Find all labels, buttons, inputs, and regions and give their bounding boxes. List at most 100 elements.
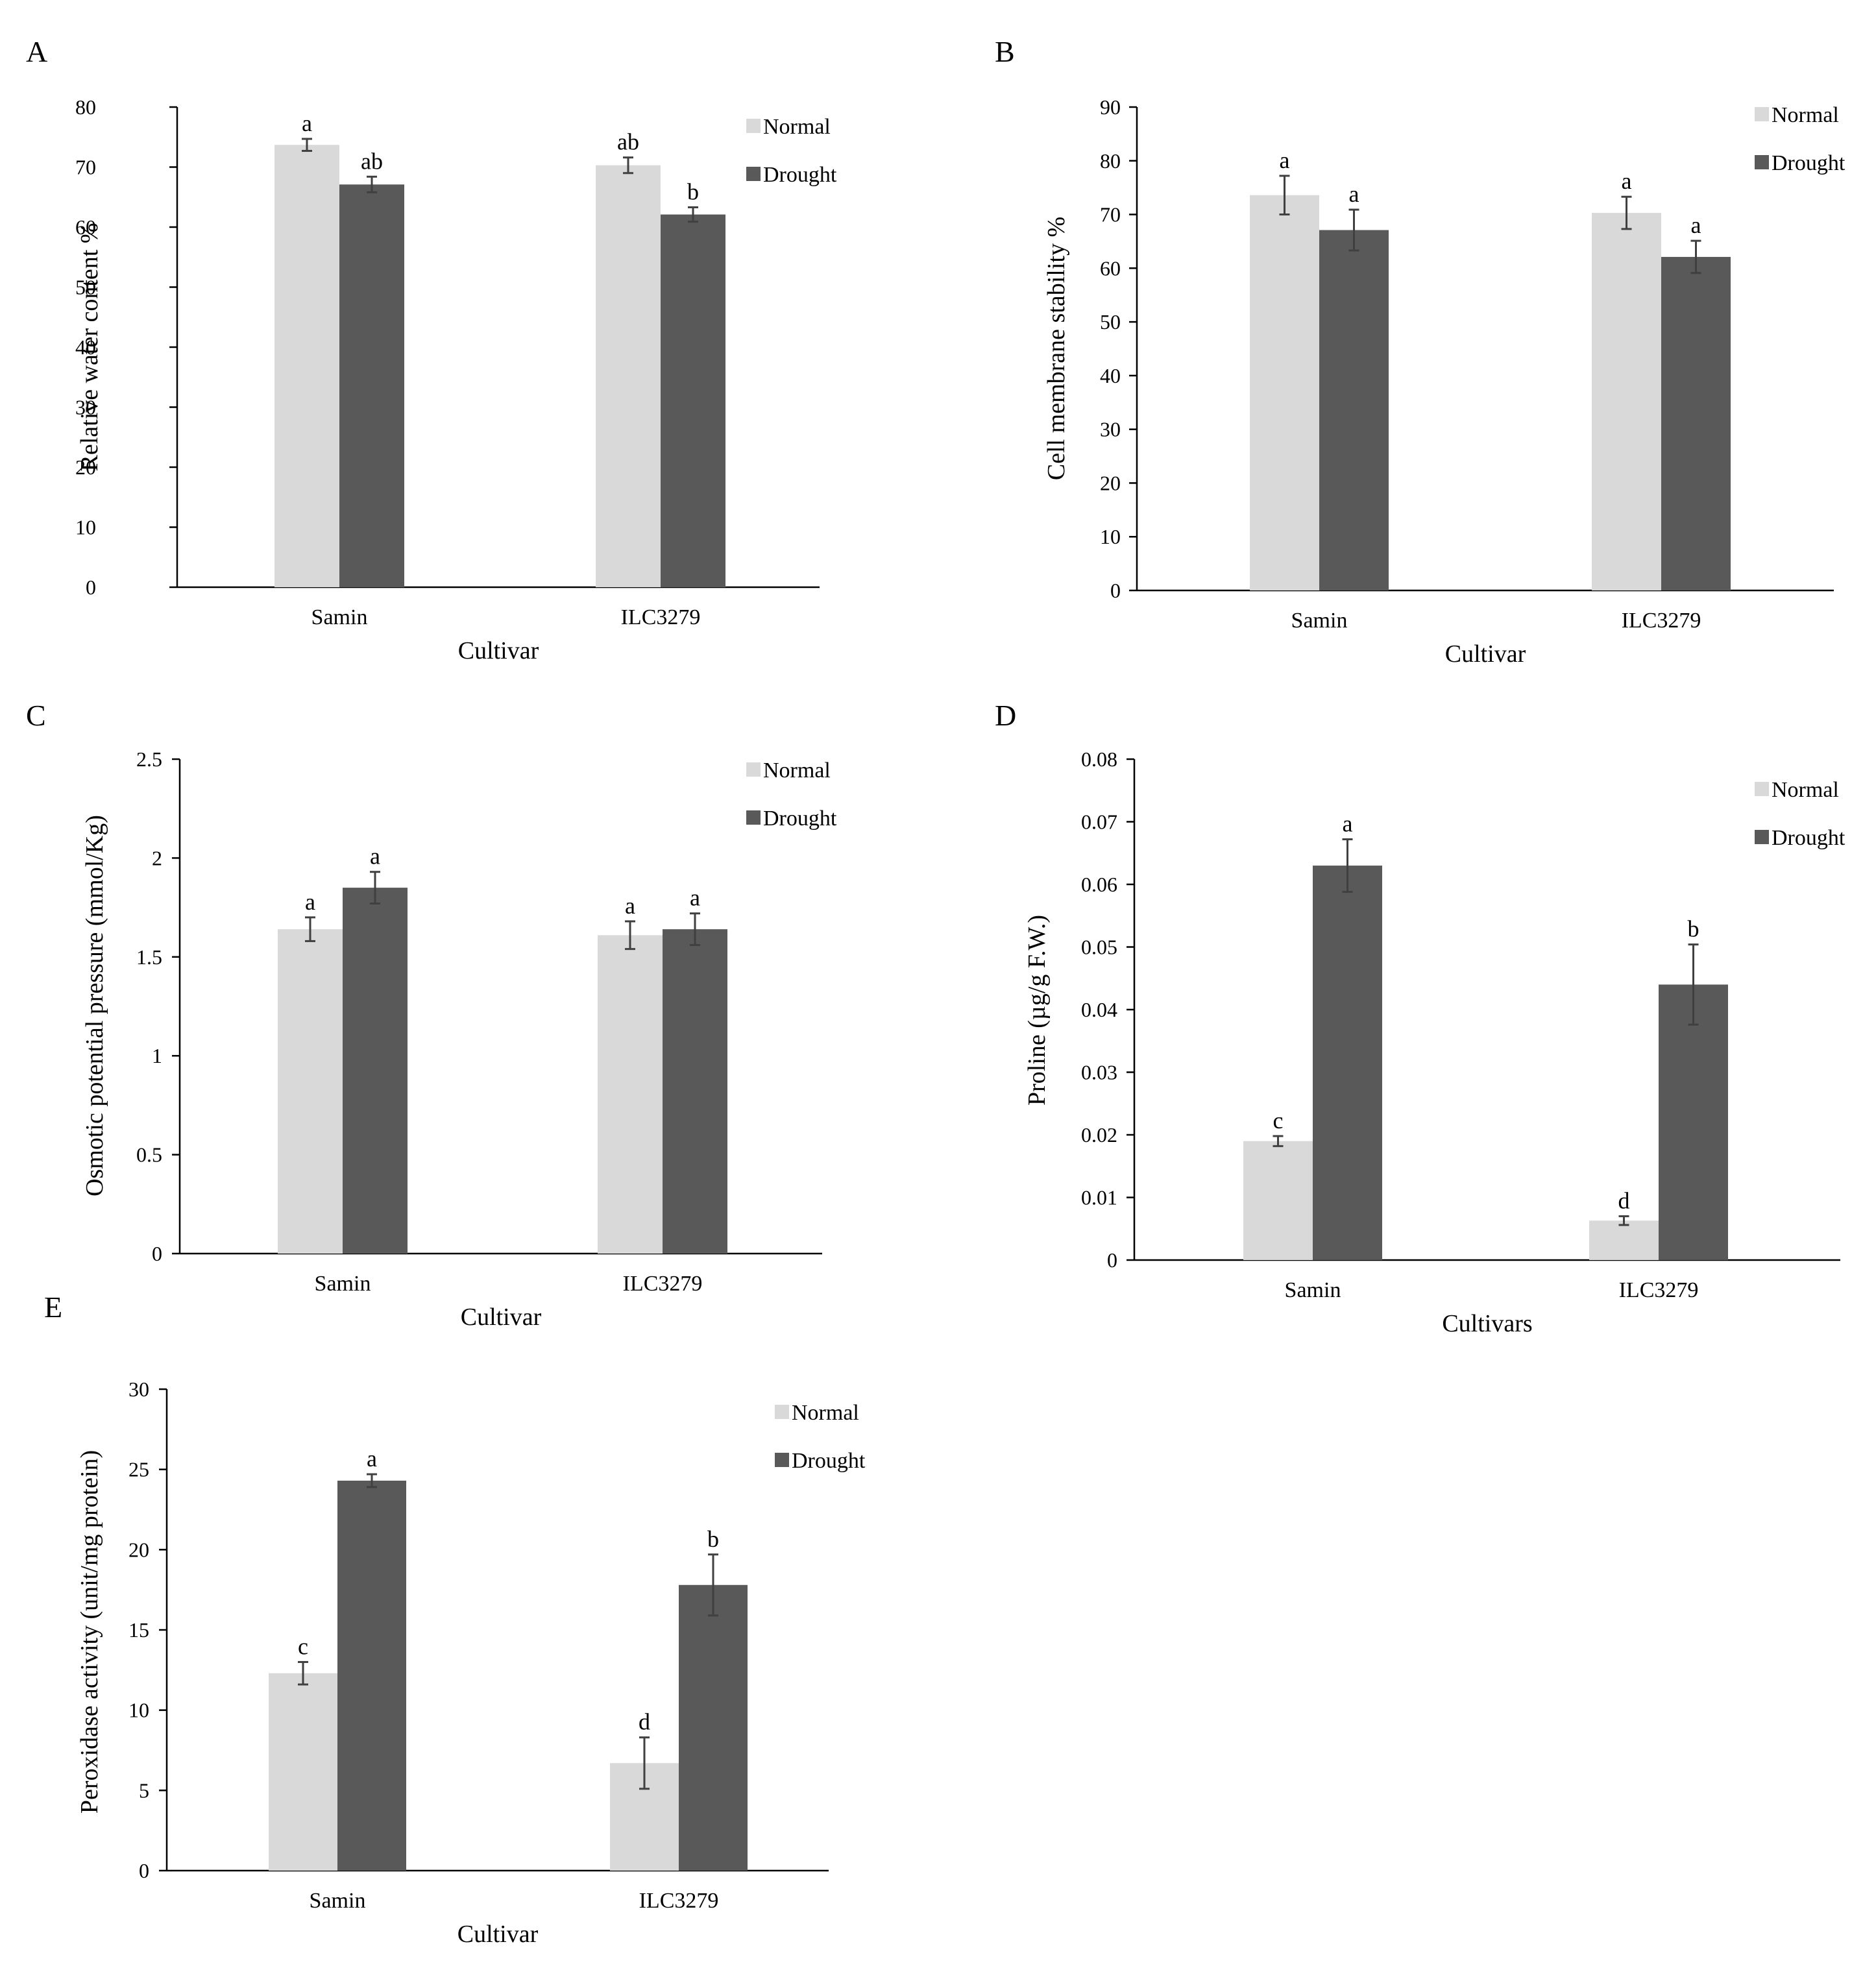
y-tick-label: 25 [128,1458,149,1481]
y-tick-label: 40 [75,335,96,359]
y-tick-label: 0.03 [1081,1061,1117,1084]
panel-letter: C [26,699,46,732]
chart-panel-b: B 0 10 20 30 40 50 60 70 80 90 a a Samin a a ILC3279 Cult… [995,35,1846,668]
bar-drought-ilc3279 [663,929,727,1254]
y-tick-label: 0 [1107,1248,1117,1272]
y-axis-title: Relative water content % [76,223,103,471]
x-tick-label: Samin [311,605,368,629]
legend-swatch-normal [746,762,761,777]
bar-drought-ilc3279 [661,214,725,587]
legend-swatch-drought [775,1453,789,1467]
x-tick-label: ILC3279 [639,1889,719,1913]
chart-panel-d: D 0 0.01 0.02 0.03 0.04 0.05 0.06 0.07 0.08 c a Sami… [995,699,1846,1337]
legend-swatch-drought [746,810,761,825]
x-tick-label: ILC3279 [623,1272,703,1296]
y-tick-label: 40 [1100,364,1121,387]
y-tick-label: 0.5 [136,1143,162,1167]
bar-normal-samin [269,1673,337,1871]
legend-label-drought: Drought [1772,151,1846,175]
panel-letter: A [26,35,47,68]
significance-letter: a [305,889,315,915]
bar-normal-ilc3279 [1592,213,1661,590]
y-tick-label: 0 [86,576,96,599]
y-tick-label: 0.06 [1081,873,1117,896]
x-tick-label: Samin [1285,1278,1341,1302]
y-tick-label: 30 [1100,418,1121,441]
y-tick-label: 80 [1100,149,1121,173]
significance-letter: a [367,1446,377,1472]
y-tick-label: 0.05 [1081,936,1117,959]
x-axis-title: Cultivar [1445,640,1526,668]
bar-normal-samin [1243,1141,1313,1260]
y-tick-label: 30 [75,396,96,419]
y-tick-label: 90 [1100,95,1121,119]
legend-swatch-drought [746,167,761,181]
y-axis-title: Cell membrane stability % [1043,217,1070,480]
bar-normal-ilc3279 [596,165,661,588]
chart-panel-a: A 0 10 20 30 40 50 60 70 80 a ab Samin ab b ILC3279 Cult… [26,35,837,664]
y-tick-label: 70 [1100,203,1121,226]
legend-swatch-normal [1755,782,1769,796]
y-tick-label: 15 [128,1618,149,1642]
x-axis-title: Cultivar [461,1304,542,1331]
y-tick-label: 0 [1110,579,1121,602]
legend-label-normal: Normal [792,1401,859,1425]
bar-drought-samin [337,1480,406,1871]
x-tick-label: Samin [315,1272,371,1296]
y-axis-title: Osmotic potential pressure (mmol/Kg) [81,815,108,1196]
y-tick-label: 1 [152,1044,162,1067]
legend-label-drought: Drought [1772,826,1846,850]
y-tick-label: 0 [139,1859,149,1882]
x-axis-title: Cultivar [457,1921,539,1948]
x-tick-label: ILC3279 [1619,1278,1699,1302]
y-tick-label: 1.5 [136,945,162,969]
y-axis-title: Peroxidase activity (unit/mg protein) [76,1450,103,1814]
bar-drought-samin [1313,866,1382,1260]
legend-swatch-normal [1755,107,1769,121]
y-tick-label: 10 [1100,525,1121,548]
significance-letter: b [687,178,699,204]
y-axis-title: Proline (µg/g F.W.) [1023,915,1051,1106]
bar-normal-samin [274,145,339,587]
panel-letter: E [44,1291,62,1324]
significance-letter: a [690,885,700,911]
bar-drought-ilc3279 [1659,984,1728,1260]
y-tick-label: 80 [75,95,96,119]
chart-panel-e: E 0 5 10 15 20 25 30 c a Samin d b ILC3279 Cultivar Per… [44,1291,866,1948]
significance-letter: a [1280,147,1290,173]
y-tick-label: 70 [75,156,96,179]
bar-drought-ilc3279 [679,1584,748,1871]
y-tick-label: 50 [75,276,96,299]
legend-label-drought: Drought [792,1449,866,1473]
significance-letter: c [1273,1108,1284,1134]
bar-drought-samin [343,888,408,1254]
bar-drought-samin [339,184,404,587]
significance-letter: ab [617,129,639,155]
panel-letter: D [995,699,1016,732]
y-tick-label: 60 [75,215,96,239]
y-tick-label: 0.01 [1081,1186,1117,1209]
y-tick-label: 60 [1100,256,1121,280]
x-tick-label: Samin [1291,609,1348,633]
y-tick-label: 5 [139,1778,149,1802]
legend-swatch-normal [775,1405,789,1419]
significance-letter: a [1349,181,1359,207]
legend-label-normal: Normal [763,758,831,783]
bar-normal-ilc3279 [598,935,663,1254]
y-tick-label: 50 [1100,310,1121,334]
legend-swatch-drought [1755,155,1769,169]
x-tick-label: Samin [310,1889,366,1913]
significance-letter: ab [361,148,383,174]
significance-letter: b [1688,916,1699,942]
significance-letter: a [1691,212,1701,238]
significance-letter: a [370,843,380,869]
bar-normal-samin [278,929,343,1254]
bar-normal-samin [1250,195,1319,590]
legend-label-normal: Normal [763,115,831,139]
y-tick-label: 10 [128,1699,149,1722]
y-tick-label: 2.5 [136,747,162,771]
panel-letter: B [995,35,1015,68]
y-tick-label: 0.08 [1081,747,1117,771]
significance-letter: c [298,1633,308,1659]
